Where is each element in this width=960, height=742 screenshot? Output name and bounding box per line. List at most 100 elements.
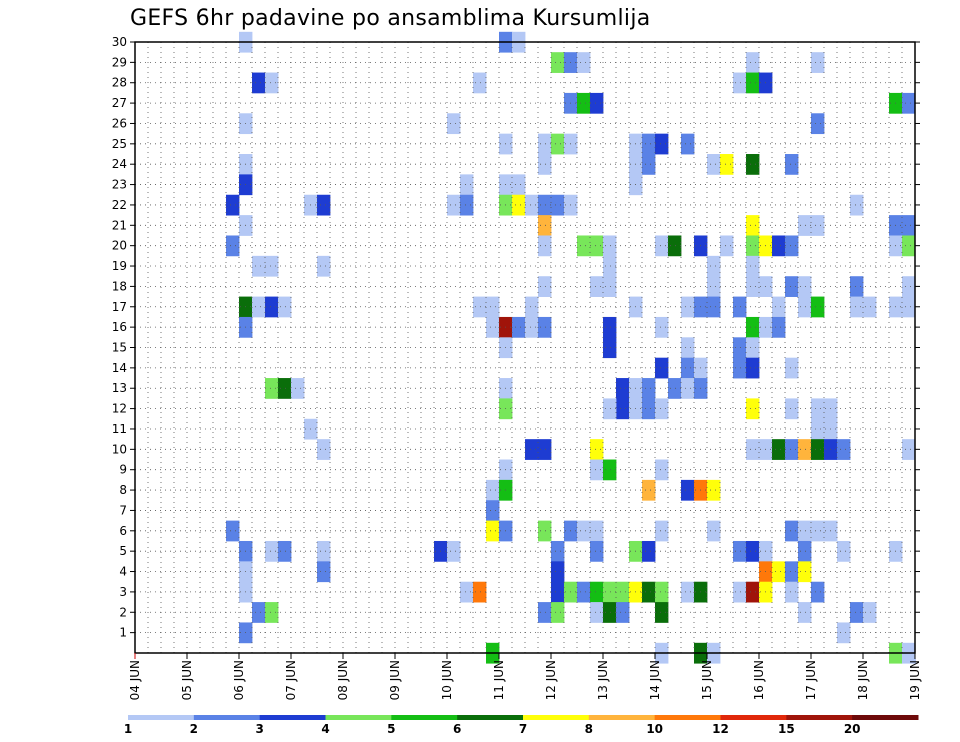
y-tick-label: 4 bbox=[119, 565, 127, 579]
y-tick-label: 6 bbox=[119, 524, 127, 538]
heatmap-cell bbox=[447, 540, 461, 562]
heatmap-cell bbox=[746, 540, 760, 562]
colorbar-label: 10 bbox=[646, 722, 663, 736]
colorbar-swatch bbox=[852, 715, 919, 720]
heatmap-cell bbox=[850, 602, 864, 623]
heatmap-cell bbox=[590, 602, 604, 623]
heatmap-cell bbox=[590, 520, 604, 542]
colorbar-label: 12 bbox=[712, 722, 729, 736]
heatmap-cell bbox=[603, 255, 617, 277]
heatmap-cell bbox=[538, 194, 552, 216]
heatmap-cell bbox=[278, 296, 292, 318]
heatmap-cell bbox=[746, 215, 760, 236]
heatmap-cell bbox=[837, 540, 851, 562]
heatmap-cell bbox=[798, 520, 812, 542]
heatmap-cell bbox=[655, 459, 669, 481]
colorbar-swatch bbox=[654, 715, 721, 720]
heatmap-cell bbox=[642, 540, 656, 562]
x-tick-label: 10 JUN bbox=[440, 660, 454, 700]
y-tick-label: 13 bbox=[112, 381, 127, 395]
heatmap-cell bbox=[538, 215, 552, 236]
heatmap-cell bbox=[681, 337, 695, 359]
x-tick-label: 15 JUN bbox=[700, 660, 714, 700]
heatmap-cell bbox=[226, 235, 240, 257]
heatmap-cell bbox=[746, 154, 760, 175]
colorbar-label: 5 bbox=[387, 722, 395, 736]
heatmap-cell bbox=[538, 439, 552, 460]
heatmap-cell bbox=[473, 296, 487, 318]
heatmap-cell bbox=[681, 378, 695, 399]
y-tick-label: 14 bbox=[112, 361, 127, 375]
heatmap-cell bbox=[655, 581, 669, 603]
heatmap-cell bbox=[785, 561, 799, 583]
heatmap-cell bbox=[772, 235, 786, 257]
heatmap-cell bbox=[902, 296, 916, 318]
heatmap-cell bbox=[733, 581, 747, 603]
x-tick-label: 14 JUN bbox=[648, 660, 662, 700]
heatmap-cell bbox=[902, 276, 916, 297]
heatmap-cell bbox=[655, 357, 669, 379]
heatmap-cell bbox=[278, 540, 292, 562]
heatmap-cell bbox=[746, 255, 760, 277]
heatmap-cell bbox=[525, 439, 539, 460]
colorbar-label: 7 bbox=[519, 722, 527, 736]
x-tick-label: 19 JUN bbox=[908, 660, 922, 700]
heatmap-cell bbox=[252, 72, 266, 94]
x-tick-label: 16 JUN bbox=[752, 660, 766, 700]
heatmap-cell bbox=[486, 500, 500, 522]
heatmap-cell bbox=[603, 398, 617, 420]
heatmap-cell bbox=[252, 602, 266, 623]
heatmap-cell bbox=[265, 296, 279, 318]
heatmap-cell bbox=[577, 52, 591, 73]
heatmap-cell bbox=[317, 255, 331, 277]
heatmap-cell bbox=[681, 357, 695, 379]
y-tick-label: 1 bbox=[119, 626, 127, 640]
y-tick-label: 26 bbox=[112, 116, 127, 130]
x-tick-label: 08 JUN bbox=[336, 660, 350, 700]
colorbar: 1 2 3 4 5 6 7 8 10 12 15 20 bbox=[124, 715, 919, 736]
heatmap-cell bbox=[720, 154, 734, 175]
heatmap-cell bbox=[681, 296, 695, 318]
heatmap-cell bbox=[590, 276, 604, 297]
heatmap-cell bbox=[707, 479, 721, 501]
x-axis: 04 JUN 05 JUN 06 JUN 07 JUN 08 JUN 09 JUN 10 J… bbox=[128, 653, 922, 700]
heatmap-cell bbox=[707, 276, 721, 297]
heatmap-cell bbox=[603, 459, 617, 481]
heatmap-cell bbox=[525, 296, 539, 318]
heatmap-cell bbox=[642, 479, 656, 501]
heatmap-cell bbox=[811, 296, 825, 318]
heatmap-cell bbox=[551, 602, 565, 623]
heatmap-cell bbox=[655, 520, 669, 542]
heatmap-cell bbox=[811, 398, 825, 420]
heatmap-cell bbox=[707, 296, 721, 318]
heatmap-cell bbox=[811, 418, 825, 440]
heatmap-cell bbox=[733, 72, 747, 94]
heatmap-cell bbox=[460, 581, 474, 603]
heatmap-cell bbox=[642, 378, 656, 399]
y-tick-label: 16 bbox=[112, 320, 127, 334]
y-tick-label: 19 bbox=[112, 259, 127, 273]
heatmap-cell bbox=[798, 276, 812, 297]
heatmap-cell bbox=[720, 235, 734, 257]
heatmap-cell bbox=[837, 622, 851, 644]
heatmap-cell bbox=[681, 581, 695, 603]
heatmap-cell bbox=[616, 602, 630, 623]
heatmap-cell bbox=[655, 235, 669, 257]
heatmap-cell bbox=[603, 276, 617, 297]
heatmap-cell bbox=[798, 561, 812, 583]
heatmap-cell bbox=[850, 296, 864, 318]
colorbar-swatch bbox=[588, 715, 656, 720]
heatmap-cell bbox=[746, 235, 760, 257]
y-tick-label: 12 bbox=[112, 402, 127, 416]
heatmap-cell bbox=[226, 194, 240, 216]
y-tick-label: 29 bbox=[112, 55, 127, 69]
heatmap-cell bbox=[590, 235, 604, 257]
heatmap-cell bbox=[538, 276, 552, 297]
y-tick-label: 2 bbox=[119, 605, 127, 619]
heatmap-cell bbox=[603, 316, 617, 338]
heatmap-cell bbox=[486, 296, 500, 318]
heatmap-cell bbox=[252, 296, 266, 318]
y-tick-label: 8 bbox=[119, 483, 127, 497]
heatmap-cell bbox=[616, 398, 630, 420]
